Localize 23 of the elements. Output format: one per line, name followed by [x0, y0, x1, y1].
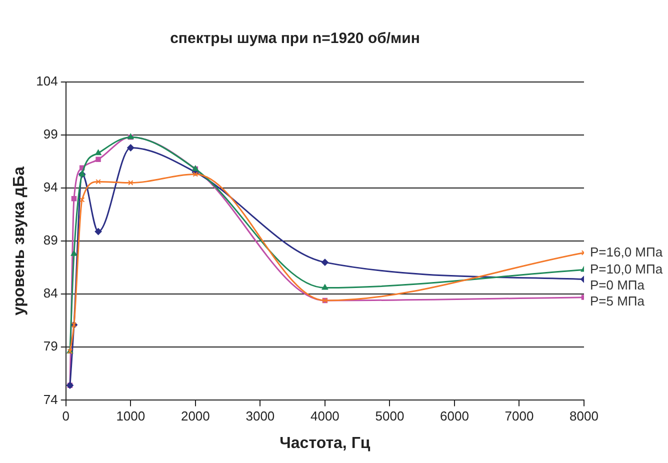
x-axis-title: Частота, Гц: [280, 434, 370, 452]
x-tick-label: 6000: [440, 408, 469, 424]
y-tick-label: 89: [43, 232, 58, 248]
y-axis-title: уровень звука дБа: [11, 166, 28, 316]
series-label: P=5 МПа: [590, 293, 646, 308]
series-label: P=10,0 МПа: [590, 261, 664, 276]
x-tick-label: 7000: [504, 408, 534, 424]
chart-title: спектры шума при n=1920 об/мин: [170, 30, 420, 48]
y-tick-label: 99: [43, 126, 58, 142]
y-tick-label: 79: [43, 338, 58, 354]
x-tick-label: 8000: [570, 408, 598, 424]
series-label: P=16,0 МПа: [590, 244, 664, 260]
x-tick-label: 2000: [180, 408, 210, 424]
y-tick-label: 84: [43, 286, 58, 301]
x-tick-label: 1000: [116, 408, 146, 424]
x-tick-label: 3000: [246, 408, 275, 424]
x-tick-label: 0: [62, 408, 70, 424]
x-tick-label: 5000: [375, 408, 404, 424]
y-tick-label: 74: [43, 392, 58, 407]
x-tick-label: 4000: [310, 408, 340, 424]
y-tick-label: 104: [36, 74, 58, 89]
series-label: P=0 МПа: [590, 277, 646, 292]
y-tick-label: 94: [43, 180, 58, 195]
